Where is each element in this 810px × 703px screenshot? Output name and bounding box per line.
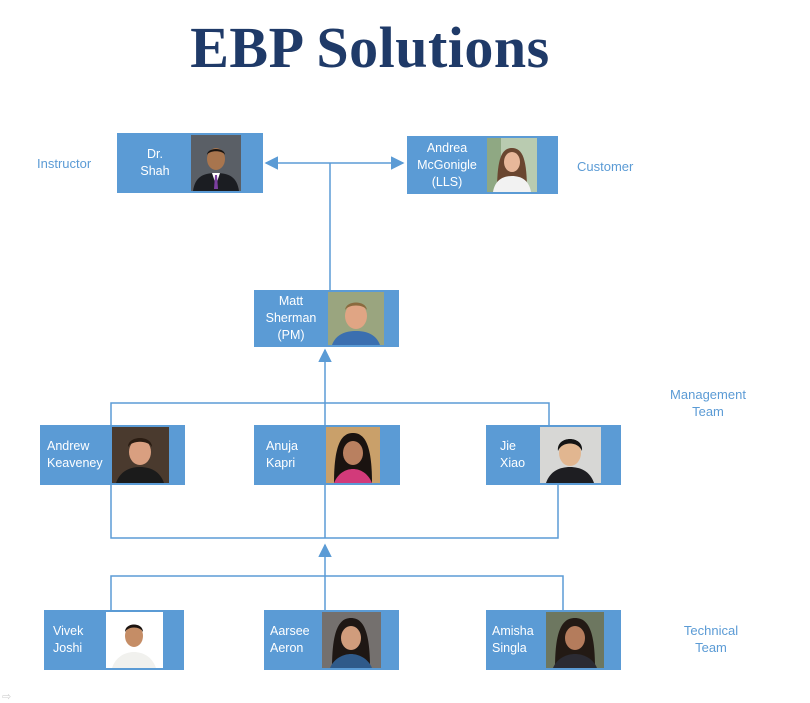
label-line: Team bbox=[692, 404, 724, 419]
person-card-keaveney: Andrew Keaveney bbox=[40, 425, 185, 485]
person-photo bbox=[191, 135, 241, 191]
person-card-mcgonigle: Andrea McGonigle (LLS) bbox=[407, 136, 558, 194]
person-name-line: Dr. bbox=[147, 147, 163, 161]
person-card-sherman: Matt Sherman (PM) bbox=[254, 290, 399, 347]
person-card-aeron: Aarsee Aeron bbox=[264, 610, 399, 670]
person-name-line: Amisha bbox=[492, 624, 534, 638]
person-name-line: Jie bbox=[500, 439, 516, 453]
person-photo bbox=[322, 612, 381, 668]
management-bottom-bracket bbox=[110, 485, 559, 539]
person-photo bbox=[487, 138, 537, 192]
management-team-label: Management Team bbox=[666, 386, 750, 420]
person-photo bbox=[328, 292, 384, 345]
person-name-line: Kapri bbox=[266, 456, 296, 470]
person-name-line: Singla bbox=[492, 641, 527, 655]
person-name-line: Aarsee bbox=[270, 624, 310, 638]
page-title: EBP Solutions bbox=[190, 15, 550, 80]
technical-team-label: Technical Team bbox=[672, 622, 750, 656]
person-name-line: Vivek bbox=[53, 624, 84, 638]
person-name-line: (LLS) bbox=[431, 174, 463, 189]
person-name-line: Matt bbox=[278, 294, 304, 308]
person-name-line: Andrea bbox=[426, 140, 468, 155]
customer-label: Customer bbox=[577, 159, 634, 174]
person-photo bbox=[546, 612, 604, 668]
person-photo bbox=[106, 612, 163, 668]
person-name-line: Sherman bbox=[265, 311, 317, 325]
person-name-line: Shah bbox=[140, 164, 170, 178]
person-photo bbox=[326, 427, 380, 483]
label-line: Management bbox=[670, 387, 746, 402]
person-name-line: Aeron bbox=[270, 641, 304, 655]
person-name-line: Keaveney bbox=[47, 456, 103, 470]
person-name-line: Anuja bbox=[266, 439, 298, 453]
person-photo bbox=[540, 427, 601, 483]
person-name-line: Andrew bbox=[47, 439, 90, 453]
person-name-line: (PM) bbox=[277, 328, 305, 342]
slide-corner-mark: ⇨ bbox=[2, 691, 12, 703]
person-name-line: Xiao bbox=[500, 456, 526, 470]
label-line: Team bbox=[695, 640, 727, 655]
label-line: Technical bbox=[683, 623, 739, 638]
management-top-bracket bbox=[110, 402, 550, 425]
person-card-xiao: Jie Xiao bbox=[486, 425, 621, 485]
person-photo bbox=[112, 427, 169, 483]
person-card-joshi: Vivek Joshi bbox=[44, 610, 184, 670]
technical-bracket bbox=[110, 575, 564, 610]
person-card-shah: Dr. Shah bbox=[117, 133, 263, 193]
person-card-kapri: Anuja Kapri bbox=[254, 425, 400, 485]
person-name-line: McGonigle bbox=[417, 157, 477, 172]
person-name-line: Joshi bbox=[53, 641, 83, 655]
person-card-singla: Amisha Singla bbox=[486, 610, 621, 670]
instructor-label: Instructor bbox=[37, 156, 92, 171]
